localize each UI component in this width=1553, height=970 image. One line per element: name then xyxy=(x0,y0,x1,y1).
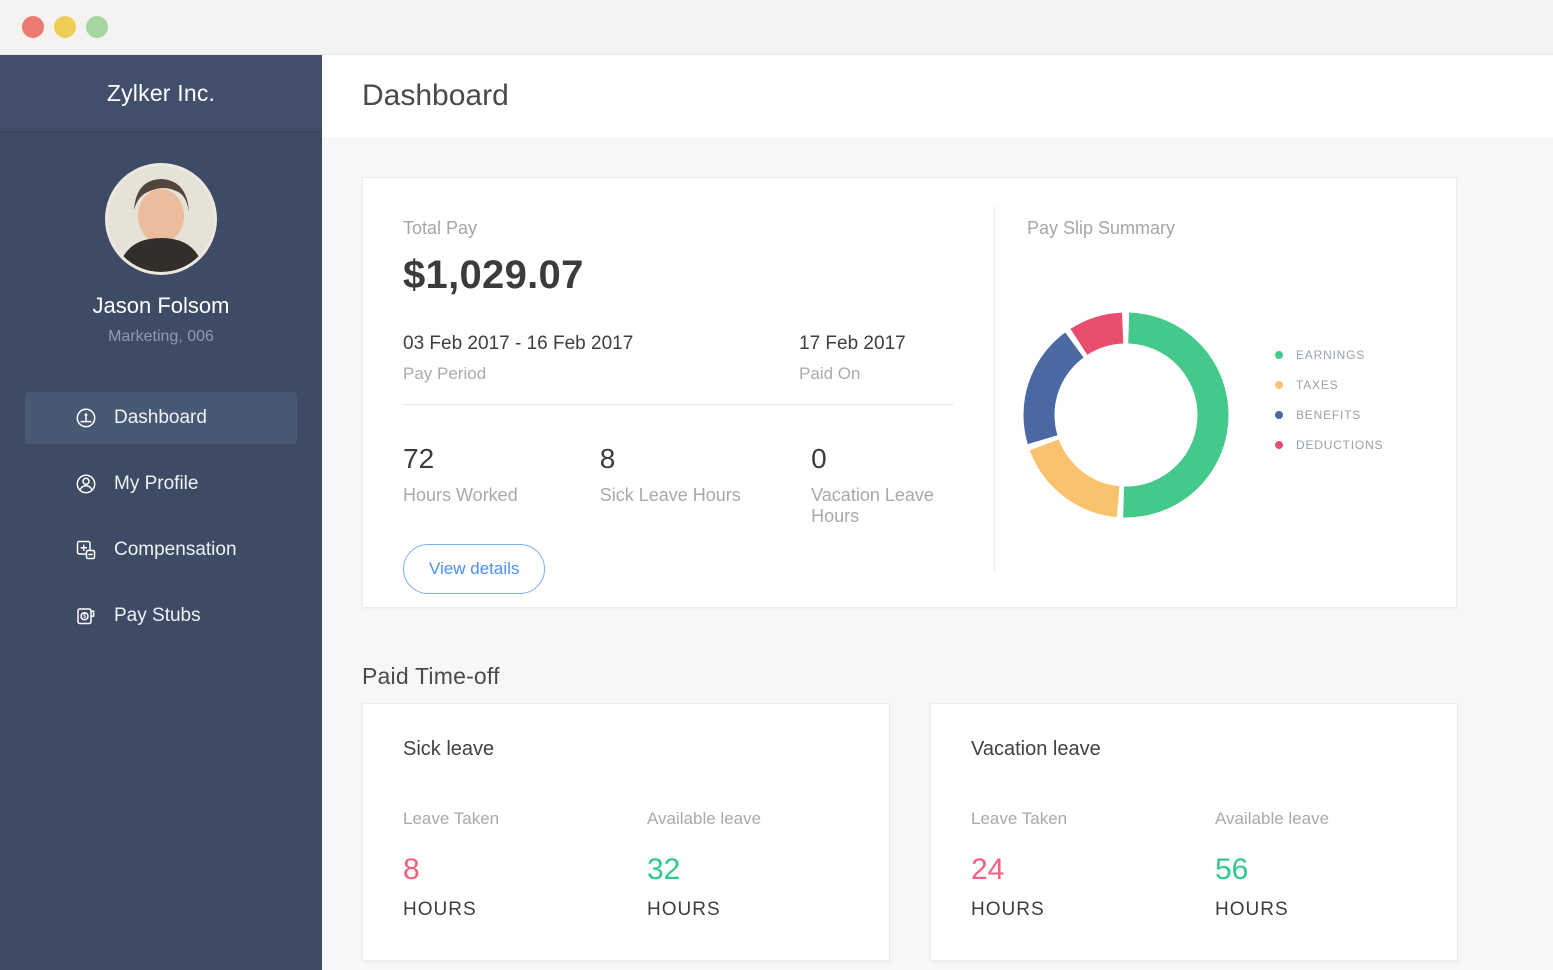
hours-worked-value: 72 xyxy=(403,443,435,474)
available-leave-label: Available leave xyxy=(647,809,762,828)
legend-swatch-earnings xyxy=(1275,351,1283,359)
legend-label: BENEFITS xyxy=(1296,408,1362,422)
legend-label: TAXES xyxy=(1296,378,1339,392)
pay-period-label: Pay Period xyxy=(403,364,487,383)
gauge-icon xyxy=(75,407,97,429)
hours-unit: HOURS xyxy=(647,899,721,920)
view-details-button[interactable]: View details xyxy=(403,544,546,594)
avatar xyxy=(105,163,217,275)
svg-text:$: $ xyxy=(83,614,87,620)
sidebar-item-pay-stubs[interactable]: $ Pay Stubs xyxy=(25,590,297,642)
total-pay-panel: Total Pay $1,029.07 03 Feb 2017 - 16 Feb… xyxy=(363,178,994,607)
paid-on-value: 17 Feb 2017 xyxy=(799,333,906,354)
window-titlebar xyxy=(0,0,1553,55)
sidebar-item-my-profile[interactable]: My Profile xyxy=(25,458,297,510)
donut-segment-earnings xyxy=(1023,312,1229,518)
vacation-leave-hours-label: Vacation Leave Hours xyxy=(811,485,934,526)
user-name: Jason Folsom xyxy=(92,293,230,318)
vertical-divider xyxy=(994,206,995,571)
hours-unit: HOURS xyxy=(403,899,477,920)
paid-time-off-section: Paid Time-off Sick leave Leave Taken Ava… xyxy=(362,663,1553,961)
paid-on-label: Paid On xyxy=(799,364,861,383)
paid-time-off-heading: Paid Time-off xyxy=(362,663,500,689)
legend-swatch-deductions xyxy=(1275,441,1283,449)
pay-period-value: 03 Feb 2017 - 16 Feb 2017 xyxy=(403,333,634,354)
paystub-icon: $ xyxy=(75,605,97,627)
hours-unit: HOURS xyxy=(1215,899,1289,920)
sidebar-item-compensation[interactable]: Compensation xyxy=(25,524,297,576)
page-title: Dashboard xyxy=(362,79,509,112)
pay-dates-row: 03 Feb 2017 - 16 Feb 2017 Pay Period 17 … xyxy=(403,333,984,384)
sidebar-item-label: Dashboard xyxy=(114,407,207,428)
sick-leave-hours-value: 8 xyxy=(599,443,616,474)
legend-item-benefits: BENEFITS xyxy=(1275,408,1383,422)
vacation-leave-hours-value: 0 xyxy=(811,443,827,474)
legend-item-earnings: EARNINGS xyxy=(1275,348,1383,362)
pay-slip-summary-title: Pay Slip Summary xyxy=(1027,218,1176,238)
pay-slip-summary-panel: Pay Slip Summary EARNINGS TAXES BENEFITS xyxy=(995,178,1456,607)
company-name: Zylker Inc. xyxy=(0,55,322,132)
pay-slip-donut xyxy=(1023,312,1229,518)
sidebar-menu: Dashboard My Profile Compen xyxy=(0,392,322,642)
sick-leave-taken-value: 8 xyxy=(403,853,420,886)
sidebar-item-label: Compensation xyxy=(114,539,237,560)
calculator-icon xyxy=(75,539,97,561)
page-header: Dashboard xyxy=(322,55,1553,137)
maximize-button[interactable] xyxy=(86,16,108,38)
available-leave-label: Available leave xyxy=(1215,809,1330,828)
sidebar-item-label: My Profile xyxy=(114,473,199,494)
vacation-leave-title: Vacation leave xyxy=(971,738,1101,760)
vacation-leave-card: Vacation leave Leave Taken Available lea… xyxy=(930,703,1458,961)
leave-taken-label: Leave Taken xyxy=(403,809,500,828)
total-pay-label: Total Pay xyxy=(403,218,478,238)
vacation-leave-taken-value: 24 xyxy=(971,853,1005,886)
pay-summary-card: Total Pay $1,029.07 03 Feb 2017 - 16 Feb… xyxy=(362,177,1457,608)
donut-segment-benefits xyxy=(1023,312,1229,518)
hours-worked-label: Hours Worked xyxy=(403,485,518,505)
sidebar-item-label: Pay Stubs xyxy=(114,605,201,626)
pay-stats-row: 72 Hours Worked 8 Sick Leave Hours 0 Vac… xyxy=(403,443,984,527)
horizontal-divider xyxy=(403,404,954,405)
vacation-leave-available-value: 56 xyxy=(1215,853,1249,886)
user-profile: Jason Folsom Marketing, 006 xyxy=(0,163,322,346)
legend-swatch-taxes xyxy=(1275,381,1283,389)
chart-legend: EARNINGS TAXES BENEFITS DEDUCTIONS xyxy=(1275,348,1383,468)
total-pay-value: $1,029.07 xyxy=(403,253,584,297)
pay-slip-donut-wrap xyxy=(1023,312,1229,518)
sidebar: Zylker Inc. Jason Folsom Marketing, 006 xyxy=(0,55,322,970)
sick-leave-title: Sick leave xyxy=(403,738,495,760)
legend-label: DEDUCTIONS xyxy=(1296,438,1384,452)
sick-leave-card: Sick leave Leave Taken Available leave 8… xyxy=(362,703,890,961)
hours-unit: HOURS xyxy=(971,899,1045,920)
main-content: Dashboard Total Pay $1,029.07 03 Feb 201… xyxy=(322,55,1553,970)
sick-leave-hours-label: Sick Leave Hours xyxy=(599,485,741,505)
sick-leave-available-value: 32 xyxy=(647,853,681,886)
legend-item-taxes: TAXES xyxy=(1275,378,1383,392)
legend-item-deductions: DEDUCTIONS xyxy=(1275,438,1383,452)
user-department: Marketing, 006 xyxy=(108,328,214,345)
close-button[interactable] xyxy=(22,16,44,38)
leave-taken-label: Leave Taken xyxy=(971,809,1068,828)
person-icon xyxy=(75,473,97,495)
sidebar-item-dashboard[interactable]: Dashboard xyxy=(25,392,297,444)
legend-swatch-benefits xyxy=(1275,411,1283,419)
legend-label: EARNINGS xyxy=(1296,348,1366,362)
minimize-button[interactable] xyxy=(54,16,76,38)
avatar-photo-placeholder xyxy=(108,166,214,272)
